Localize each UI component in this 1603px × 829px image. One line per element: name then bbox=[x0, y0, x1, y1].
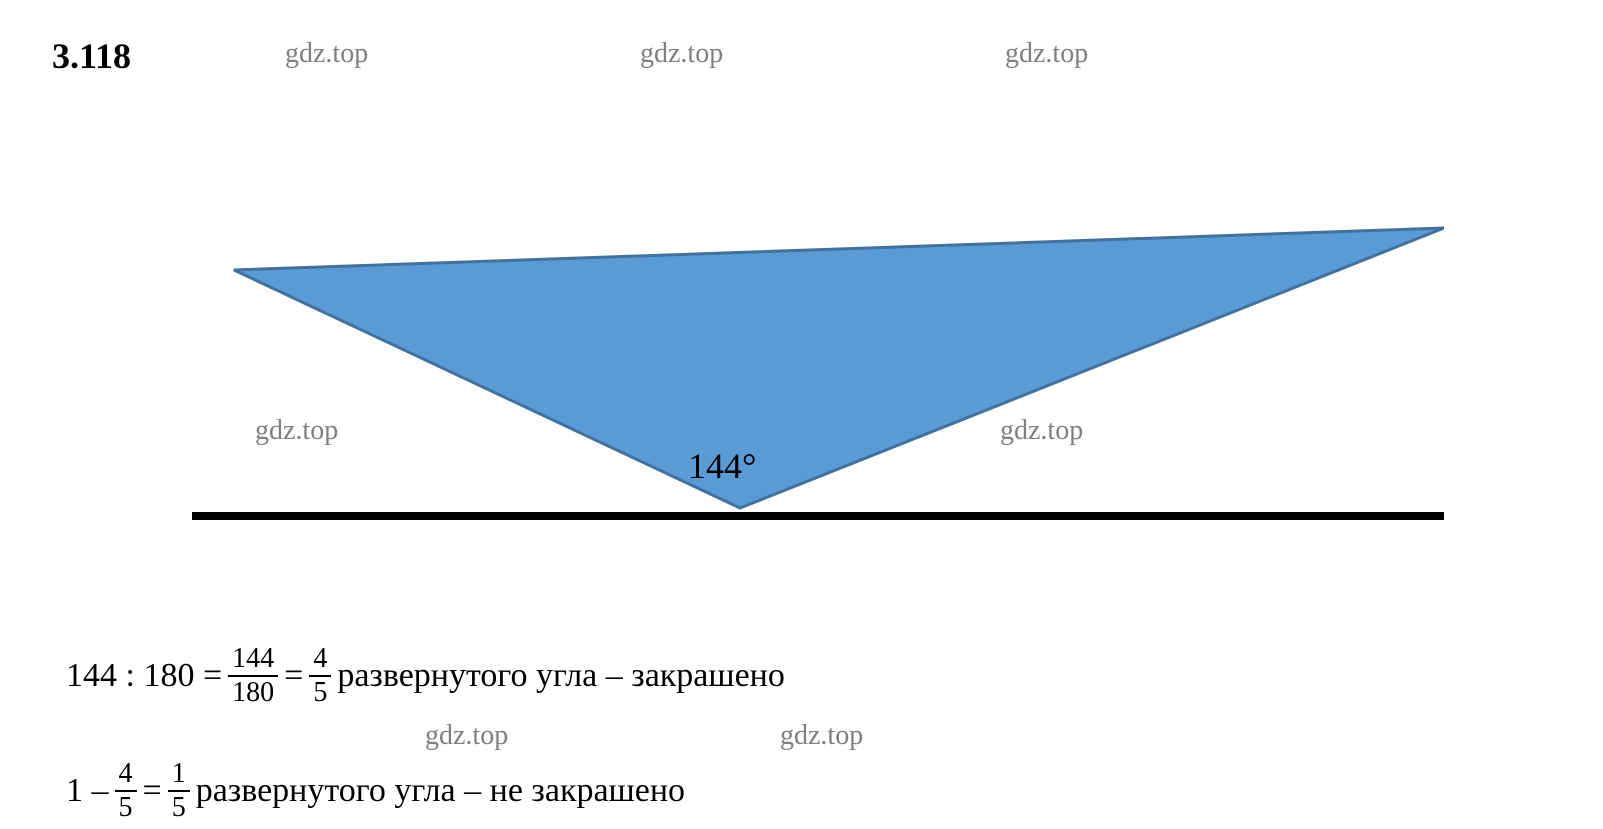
eq2-prefix: 1 – bbox=[66, 772, 109, 810]
angle-label: 144° bbox=[688, 445, 756, 487]
eq1-suffix: развернутого угла – закрашено bbox=[337, 657, 785, 695]
problem-number: 3.118 bbox=[52, 35, 131, 77]
equation-line-1: 144 : 180 = 144 180 = 4 5 развернутого у… bbox=[66, 645, 785, 707]
eq1-mid: = bbox=[284, 657, 303, 695]
watermark: gdz.top bbox=[425, 720, 508, 752]
eq1-frac2-den: 5 bbox=[309, 677, 331, 707]
baseline bbox=[192, 512, 1444, 520]
watermark: gdz.top bbox=[780, 720, 863, 752]
eq1-frac1-num: 144 bbox=[228, 645, 278, 677]
eq2-frac2-den: 5 bbox=[168, 792, 190, 822]
eq1-fraction-1: 144 180 bbox=[228, 645, 278, 707]
eq2-frac1-den: 5 bbox=[115, 792, 137, 822]
triangle-svg bbox=[192, 210, 1444, 520]
watermark: gdz.top bbox=[640, 38, 723, 70]
eq2-frac1-num: 4 bbox=[115, 760, 137, 792]
watermark: gdz.top bbox=[285, 38, 368, 70]
triangle-shape bbox=[234, 228, 1444, 508]
watermark: gdz.top bbox=[1005, 38, 1088, 70]
eq1-fraction-2: 4 5 bbox=[309, 645, 331, 707]
eq2-fraction-2: 1 5 bbox=[168, 760, 190, 822]
eq2-mid: = bbox=[143, 772, 162, 810]
equation-line-2: 1 – 4 5 = 1 5 развернутого угла – не зак… bbox=[66, 760, 685, 822]
eq2-frac2-num: 1 bbox=[168, 760, 190, 792]
eq1-prefix: 144 : 180 = bbox=[66, 657, 222, 695]
eq2-fraction-1: 4 5 bbox=[115, 760, 137, 822]
eq2-suffix: развернутого угла – не закрашено bbox=[196, 772, 685, 810]
angle-diagram bbox=[192, 210, 1444, 520]
eq1-frac1-den: 180 bbox=[228, 677, 278, 707]
eq1-frac2-num: 4 bbox=[309, 645, 331, 677]
